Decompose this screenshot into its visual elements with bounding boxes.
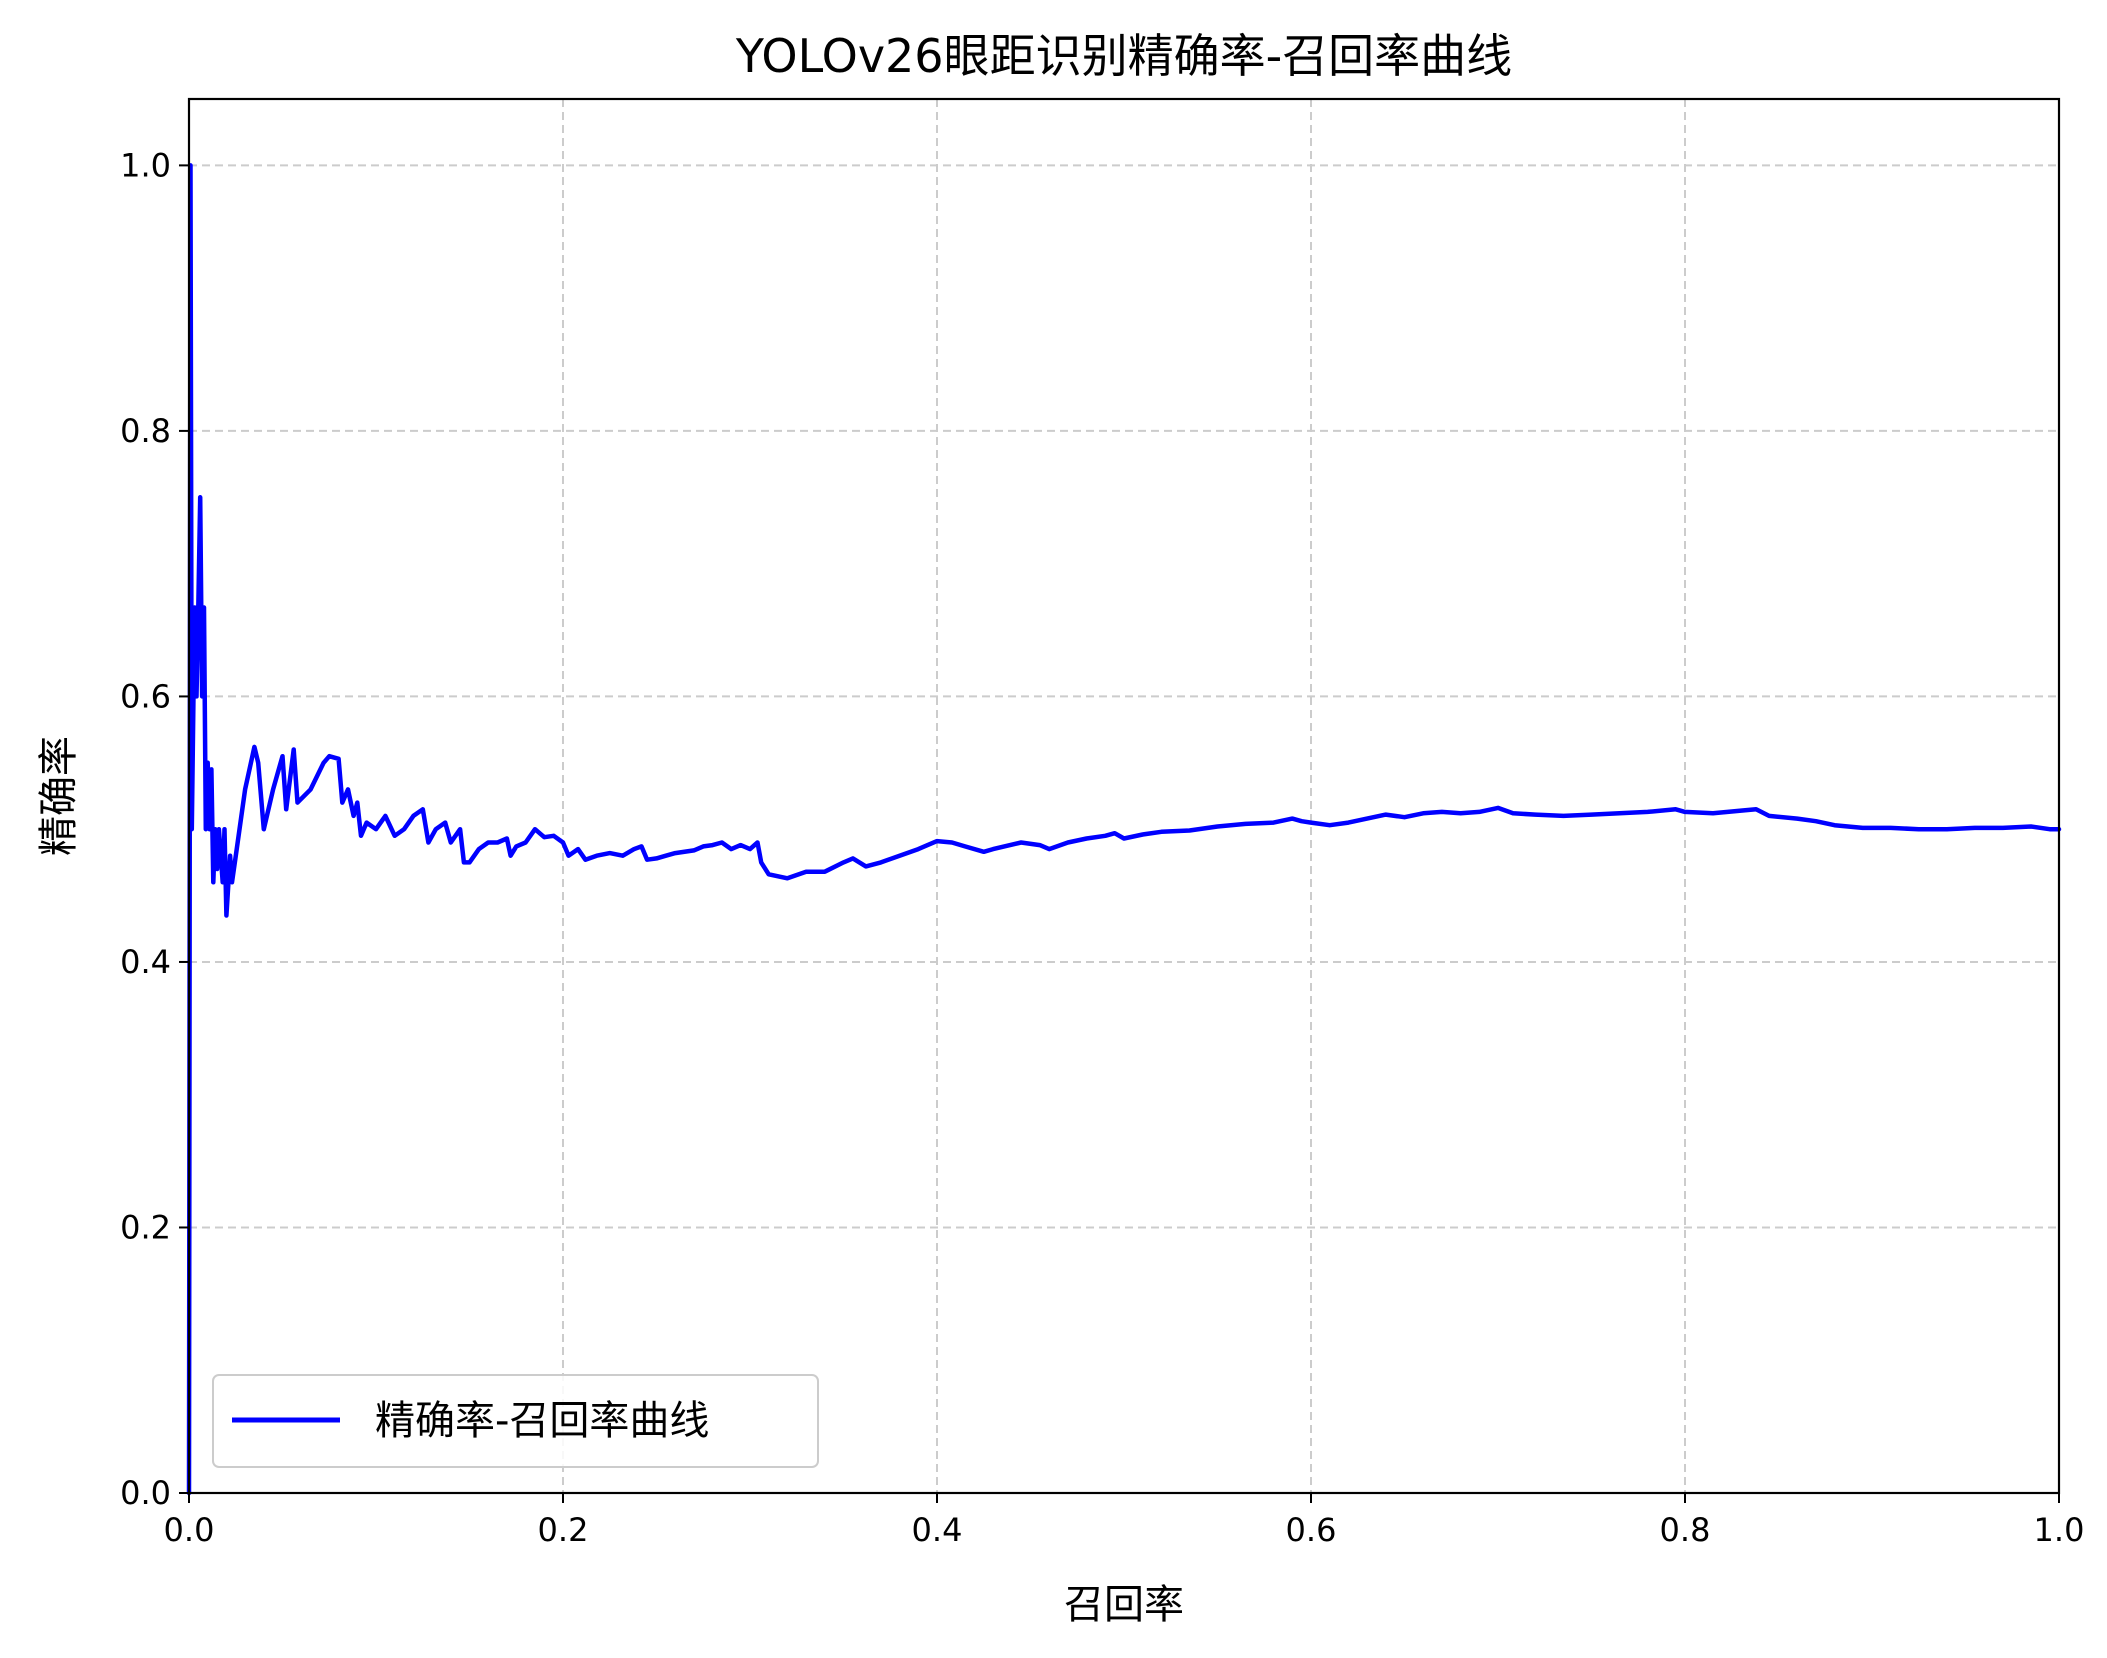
x-tick-label: 1.0 <box>2034 1511 2085 1549</box>
x-tick-label: 0.4 <box>912 1511 963 1549</box>
x-tick-label: 0.0 <box>164 1511 215 1549</box>
axes-frame <box>187 97 2061 1495</box>
y-tick-label: 0.0 <box>120 1474 171 1512</box>
legend-label: 精确率-召回率曲线 <box>375 1398 709 1444</box>
y-tick-label: 1.0 <box>120 146 171 184</box>
legend-box <box>212 1374 819 1468</box>
x-tick-label: 0.8 <box>1660 1511 1711 1549</box>
y-tick-label: 0.8 <box>120 412 171 450</box>
legend: 精确率-召回率曲线 <box>212 1374 819 1468</box>
x-axis-ticks: 0.0 0.2 0.4 0.6 0.8 1.0 <box>164 1493 2085 1549</box>
y-axis-ticks: 0.0 0.2 0.4 0.6 0.8 1.0 <box>120 146 189 1512</box>
y-tick-label: 0.4 <box>120 943 171 981</box>
series-line-pr-curve <box>186 163 2062 1496</box>
plot-area <box>186 163 2062 1496</box>
y-axis-label: 精确率 <box>36 736 82 856</box>
y-tick-label: 0.2 <box>120 1208 171 1246</box>
x-tick-label: 0.2 <box>538 1511 589 1549</box>
chart-title: YOLOv26眼距识别精确率-召回率曲线 <box>735 29 1512 83</box>
x-tick-label: 0.6 <box>1286 1511 1337 1549</box>
y-tick-label: 0.6 <box>120 677 171 715</box>
x-axis-label: 召回率 <box>1064 1582 1184 1628</box>
grid-lines <box>189 99 2059 1493</box>
